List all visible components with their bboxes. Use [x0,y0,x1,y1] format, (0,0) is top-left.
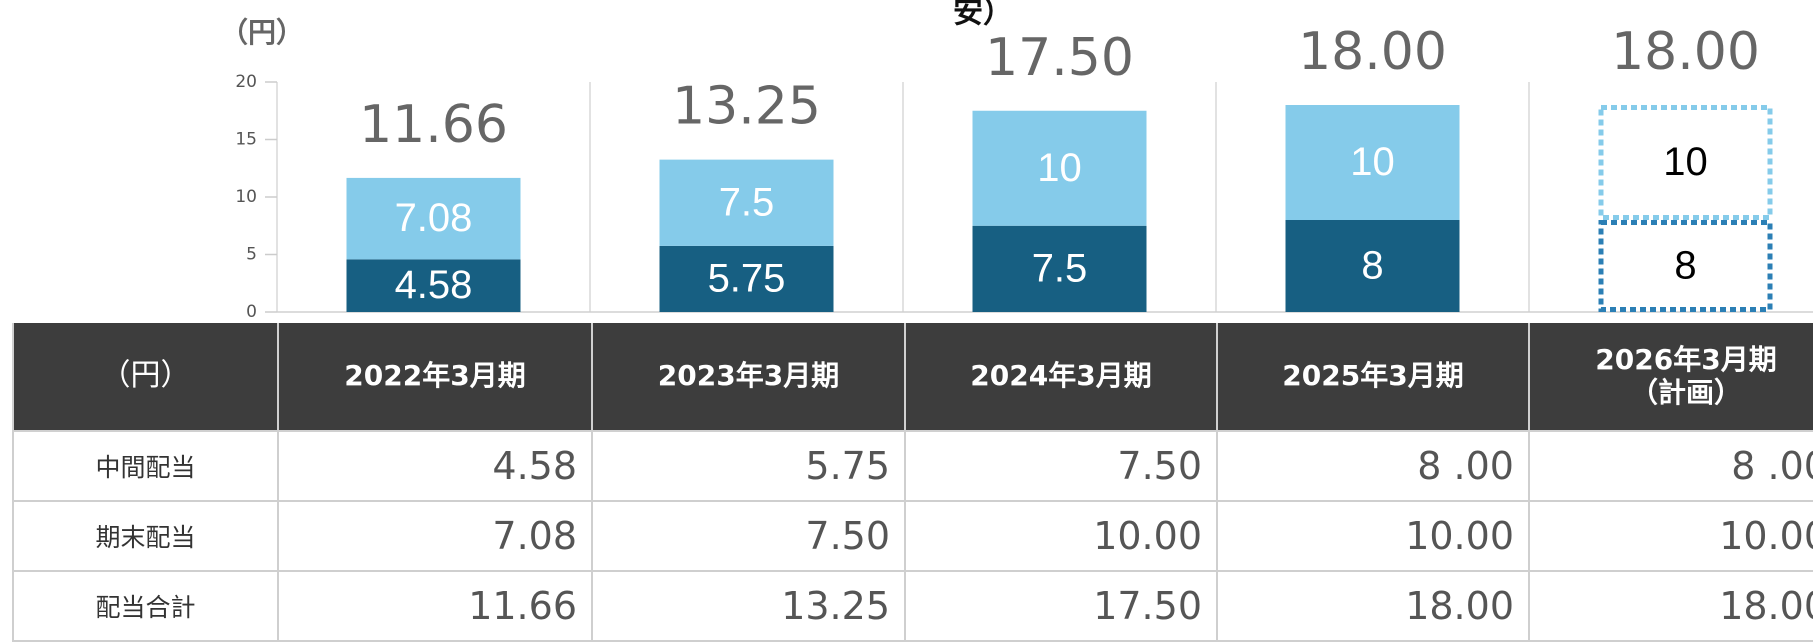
value-cell: 8 .00 [1216,430,1530,502]
chart: 安） （円） 0 5 10 15 20 4.58 7.08 11.66 5.75 7.5 13.25… [220,0,1813,322]
total-label: 13.25 [672,77,821,137]
table-wrap: （円） 2022年3月期 2023年3月期 2024年3月期 2025年3月期 2026年… [12,323,1813,642]
bar-segment [1285,105,1460,220]
bar-segment [659,245,834,312]
segment-label: 4.58 [395,263,473,307]
bar-segment [1285,220,1460,312]
segment-label: 5.75 [708,257,786,301]
value-cell: 18.00 [1216,570,1530,642]
segment-label: 8 [1361,244,1383,288]
segment-label: 7.5 [719,180,775,224]
bar-segment [972,110,1147,226]
value-cell: 13.25 [591,570,906,642]
value-cell: 18.00 [1528,570,1813,642]
row-label: 中間配当 [12,430,279,502]
value-cell: 7.50 [591,500,906,572]
bar-segment [346,259,521,312]
bar-segment [972,225,1147,312]
segment-label: 7.5 [1032,246,1088,290]
value-cell: 5.75 [591,430,906,502]
header-cell: 2023年3月期 [591,323,906,432]
row-label: 配当合計 [12,570,279,642]
total-label: 18.00 [1298,22,1447,82]
total-label: 17.50 [985,28,1134,88]
y-tick-label: 20 [235,72,257,92]
header-cell: （円） [12,323,279,432]
segment-label: 8 [1674,244,1696,288]
value-cell: 10.00 [904,500,1218,572]
value-cell: 10.00 [1216,500,1530,572]
segment-label: 7.08 [395,196,473,240]
y-tick-label: 5 [246,245,257,265]
row-label: 期末配当 [12,500,279,572]
segment-label: 10 [1350,140,1395,184]
value-cell: 4.58 [277,430,593,502]
y-tick-label: 0 [246,302,257,322]
value-cell: 11.66 [277,570,593,642]
planned-segment [1598,220,1773,312]
value-cell: 17.50 [904,570,1218,642]
total-label: 11.66 [359,95,508,155]
y-axis-label: （円） [220,16,304,49]
total-label: 18.00 [1611,22,1760,82]
value-cell: 10.00 [1528,500,1813,572]
value-cell: 7.08 [277,500,593,572]
header-cell: 2025年3月期 [1216,323,1530,432]
segment-label: 10 [1663,140,1708,184]
header-cell: 2026年3月期 （計画） [1528,323,1813,432]
header-cell: 2022年3月期 [277,323,593,432]
header-cell: 2024年3月期 [904,323,1218,432]
dividend-table: （円） 2022年3月期 2023年3月期 2024年3月期 2025年3月期 2026年… [12,323,1813,642]
bar-segment [346,177,521,260]
bar-segment [659,159,834,246]
header-row: （円） 2022年3月期 2023年3月期 2024年3月期 2025年3月期 2026年… [12,323,1813,432]
value-cell: 7.50 [904,430,1218,502]
y-tick-label: 10 [235,187,257,207]
y-tick-label: 15 [235,130,257,150]
value-cell: 8 .00 [1528,430,1813,502]
planned-segment [1598,105,1773,220]
chart-title: 安） [953,0,1013,31]
segment-label: 10 [1037,146,1082,190]
